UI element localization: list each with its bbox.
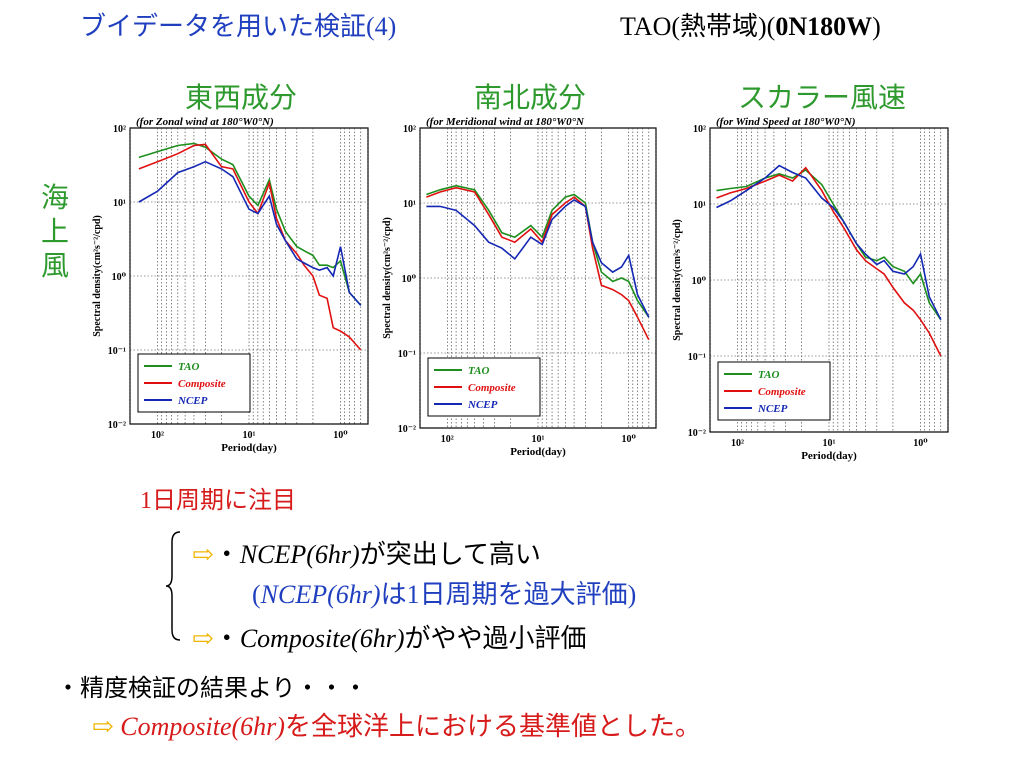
- arrow-right-icon: ⇨: [192, 540, 214, 569]
- y-tick-label: 10¹: [693, 200, 706, 211]
- series-line-composite: [716, 166, 942, 357]
- bullet-ncep-high: ⇨・NCEP(6hr)が突出して高い: [192, 534, 541, 571]
- y-tick-label: 10²: [403, 124, 416, 135]
- slide-title: ブイデータを用いた検証(4): [80, 12, 397, 41]
- paren-open: (: [252, 580, 261, 609]
- chart-title: (for Wind Speed at 180°W0°N): [716, 116, 856, 128]
- x-tick-label: 10¹: [243, 430, 256, 441]
- series-line-ncep: [138, 160, 362, 306]
- row-label-char: 海: [40, 183, 69, 214]
- bullet-dot: ・: [213, 624, 240, 653]
- legend-label-ncep: NCEP: [467, 399, 498, 411]
- x-tick-label: 10⁰: [622, 434, 637, 445]
- series-line-tao: [426, 184, 650, 318]
- y-tick-label: 10²: [113, 124, 126, 135]
- bullet-text: は1日周期を過大評価): [380, 580, 637, 609]
- y-tick-label: 10⁻¹: [688, 352, 706, 363]
- legend-label-composite: Composite: [758, 386, 806, 398]
- x-axis-label: Period(day): [221, 442, 277, 454]
- y-axis-label: Spectral density(cm²s⁻²/cpd): [92, 215, 103, 337]
- series-line-ncep: [426, 198, 650, 318]
- y-tick-label: 10⁰: [112, 272, 127, 283]
- chart-zonal: (for Zonal wind at 180°W0°N) 10² 10¹ 10⁰ 10⁻…: [92, 116, 369, 454]
- chart-title: (for Meridional wind at 180°W0°N: [426, 116, 585, 128]
- note-diurnal: 1日周期に注目: [140, 488, 296, 514]
- brace-icon: [165, 531, 181, 641]
- column-header-scalar: スカラー風速: [738, 83, 907, 114]
- x-tick-label: 10⁰: [913, 438, 928, 449]
- legend-label-ncep: NCEP: [177, 395, 208, 407]
- legend-label-ncep: NCEP: [757, 403, 788, 415]
- chart-meridional: (for Meridional wind at 180°W0°N 10² 10¹ 10…: [382, 116, 657, 458]
- y-tick-label: 10⁻¹: [108, 346, 126, 357]
- y-tick-label: 10⁻²: [688, 428, 706, 439]
- x-axis-label: Period(day): [510, 446, 566, 458]
- y-tick-label: 10⁰: [402, 274, 417, 285]
- y-axis-label: Spectral density(cm²s⁻²/cpd): [672, 219, 683, 341]
- y-axis-label: Spectral density(cm²s⁻²/cpd): [382, 217, 393, 339]
- row-label: 海 上 風: [38, 182, 72, 284]
- bullet-model: NCEP(6hr): [260, 580, 381, 609]
- chart-scalar: (for Wind Speed at 180°W0°N) 10² 10¹ 10⁰ 10⁻…: [672, 116, 949, 462]
- arrow-right-icon: ⇨: [192, 624, 214, 653]
- series-line-composite: [138, 143, 362, 351]
- y-tick-label: 10¹: [113, 198, 126, 209]
- x-tick-label: 10²: [731, 438, 744, 449]
- conclusion-model: Composite(6hr): [120, 712, 285, 741]
- series-line-composite: [426, 186, 650, 341]
- x-tick-label: 10¹: [823, 438, 836, 449]
- legend-label-tao: TAO: [468, 365, 489, 377]
- y-tick-label: 10⁻²: [108, 420, 126, 431]
- column-header-zonal: 東西成分: [185, 83, 298, 114]
- bullet-composite-low: ⇨・Composite(6hr)がやや過小評価: [192, 618, 587, 655]
- bullet-model: Composite(6hr): [239, 624, 405, 653]
- x-tick-label: 10²: [151, 430, 164, 441]
- legend-label-composite: Composite: [178, 378, 226, 390]
- conclusion-intro: ・精度検証の結果より・・・: [56, 676, 368, 702]
- y-tick-label: 10⁻²: [398, 424, 416, 435]
- subtitle-suffix: ): [872, 12, 881, 41]
- legend-label-composite: Composite: [468, 382, 516, 394]
- bullet-text: が突出して高い: [359, 540, 541, 569]
- legend-label-tao: TAO: [178, 361, 199, 373]
- x-tick-label: 10¹: [532, 434, 545, 445]
- x-axis-label: Period(day): [801, 450, 857, 462]
- y-tick-label: 10¹: [403, 199, 416, 210]
- bullet-text: がやや過小評価: [404, 624, 587, 653]
- conclusion-text: を全球洋上における基準値とした。: [284, 712, 701, 741]
- bullet-ncep-overestimate: (NCEP(6hr)は1日周期を過大評価): [252, 574, 636, 611]
- chart-title: (for Zonal wind at 180°W0°N): [136, 116, 274, 128]
- legend-label-tao: TAO: [758, 369, 779, 381]
- x-tick-label: 10²: [441, 434, 454, 445]
- bullet-model: NCEP(6hr): [239, 540, 360, 569]
- y-tick-label: 10²: [693, 124, 706, 135]
- slide-subtitle: TAO(熱帯域)(0N180W): [620, 6, 881, 43]
- subtitle-prefix: TAO(熱帯域)(: [620, 12, 776, 41]
- conclusion-statement: ⇨ Composite(6hr)を全球洋上における基準値とした。: [92, 706, 701, 743]
- series-line-ncep: [716, 164, 942, 321]
- bullet-dot: ・: [213, 540, 240, 569]
- x-tick-label: 10⁰: [333, 430, 348, 441]
- y-tick-label: 10⁰: [692, 276, 707, 287]
- subtitle-location: 0N180W: [775, 12, 873, 41]
- row-label-char: 上: [40, 217, 69, 248]
- arrow-right-icon: ⇨: [92, 712, 114, 741]
- row-label-char: 風: [40, 251, 69, 282]
- y-tick-label: 10⁻¹: [398, 349, 416, 360]
- column-header-meridional: 南北成分: [474, 83, 587, 114]
